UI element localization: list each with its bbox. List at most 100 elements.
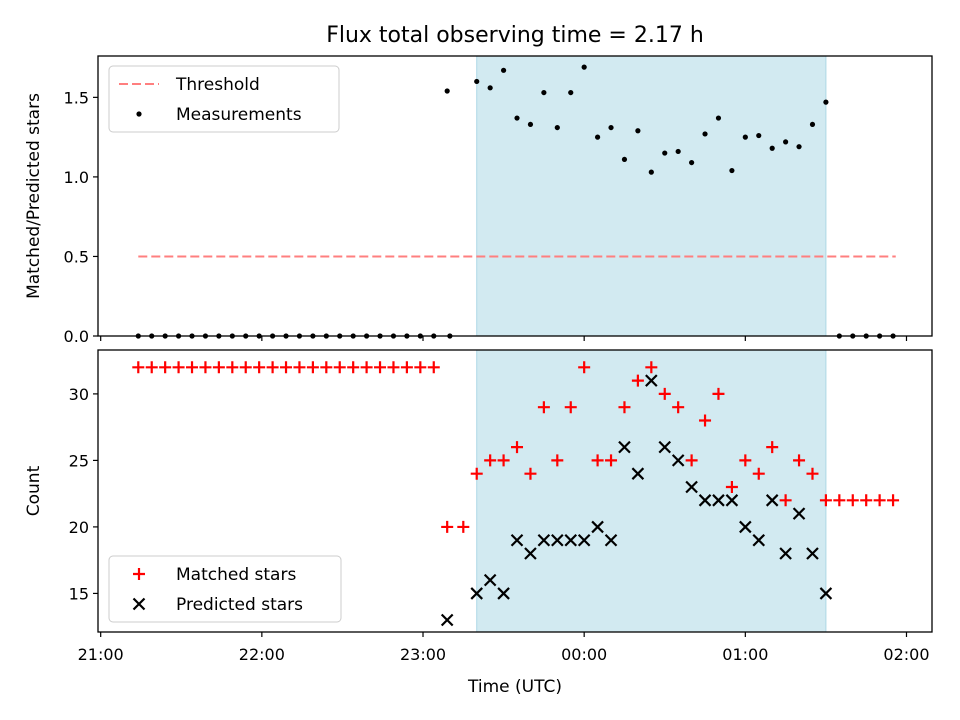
data-point	[742, 134, 748, 140]
data-point	[792, 507, 806, 520]
data-point	[698, 494, 712, 507]
x-tick-label: 01:00	[722, 645, 768, 664]
data-point	[739, 454, 752, 467]
legend-box	[108, 555, 342, 623]
data-point	[819, 494, 832, 507]
data-point	[662, 150, 668, 156]
legend-label: Measurements	[176, 105, 302, 125]
data-point	[715, 115, 722, 121]
data-point	[414, 361, 427, 374]
top-highlight-band	[476, 55, 827, 337]
data-point	[823, 99, 829, 105]
data-point	[360, 361, 373, 374]
legend-marker	[133, 568, 145, 580]
data-point	[712, 494, 725, 507]
bottom-legend: Matched stars Predicted stars	[108, 555, 342, 623]
data-point	[333, 361, 346, 374]
data-point	[483, 573, 497, 587]
figure-title: Flux total observing time = 2.17 h	[326, 23, 704, 48]
data-point	[887, 494, 900, 507]
bottom-panel: 15 20 25 30 21:00 22:00 23:00 00:00 01:00 02:00 C…	[24, 349, 933, 664]
data-point	[783, 139, 789, 145]
data-point	[511, 441, 524, 454]
y-tick-label: 0.5	[64, 247, 89, 266]
top-marks	[135, 64, 896, 339]
data-point	[554, 124, 560, 131]
data-point	[699, 414, 712, 427]
data-point	[712, 387, 725, 400]
data-point	[605, 454, 618, 467]
data-point	[635, 128, 641, 134]
data-point	[510, 533, 524, 547]
bottom-y-axis-label: Count	[24, 465, 44, 516]
data-point	[199, 361, 212, 374]
data-point	[497, 454, 510, 467]
data-point	[658, 440, 672, 454]
data-point	[514, 115, 520, 121]
data-point	[793, 454, 806, 467]
data-point	[608, 124, 614, 131]
data-point	[159, 361, 172, 374]
data-point	[577, 533, 591, 547]
legend-marker	[136, 111, 142, 117]
data-point	[631, 374, 644, 387]
data-point	[484, 454, 497, 467]
data-point	[645, 374, 658, 387]
data-point	[752, 467, 765, 480]
data-point	[769, 145, 775, 151]
data-point	[132, 361, 145, 374]
y-tick-label: 1.0	[64, 168, 89, 187]
data-point	[779, 547, 792, 560]
data-point	[618, 440, 631, 454]
data-point	[671, 454, 685, 467]
data-point	[675, 148, 681, 155]
y-tick-label: 30	[69, 385, 89, 404]
data-point	[581, 64, 587, 70]
data-point	[819, 587, 833, 600]
data-point	[564, 401, 577, 414]
data-point	[702, 131, 708, 137]
top-axes: 0.0 0.5 1.0 1.5	[64, 55, 933, 346]
data-point	[444, 88, 450, 94]
axes-frame	[97, 349, 933, 633]
data-point	[524, 547, 537, 560]
data-point	[470, 467, 483, 480]
data-point	[457, 520, 470, 533]
data-point	[725, 481, 738, 494]
data-point	[766, 441, 779, 454]
data-point	[374, 361, 387, 374]
data-point	[293, 361, 306, 374]
data-point	[440, 613, 454, 627]
data-point	[487, 85, 493, 91]
data-point	[306, 361, 319, 374]
data-point	[500, 67, 507, 73]
data-point	[846, 494, 859, 507]
data-point	[594, 134, 601, 140]
series-plus	[132, 361, 900, 533]
data-point	[806, 547, 819, 560]
legend-label: Matched stars	[176, 565, 296, 585]
series-x	[440, 374, 833, 627]
y-tick-label: 25	[69, 451, 89, 470]
data-point	[470, 587, 484, 600]
data-point	[604, 533, 618, 547]
data-point	[779, 494, 792, 507]
data-point	[551, 533, 564, 547]
data-point	[564, 533, 578, 547]
legend-marker	[132, 597, 146, 611]
data-point	[186, 361, 199, 374]
data-point	[672, 401, 685, 414]
legend-label: Predicted stars	[176, 595, 303, 615]
x-axis-label: Time (UTC)	[467, 677, 562, 697]
data-point	[658, 387, 671, 400]
data-point	[729, 167, 735, 174]
legend-label: Threshold	[175, 75, 260, 95]
data-point	[427, 361, 440, 374]
axes-frame	[97, 55, 933, 337]
data-point	[725, 494, 739, 507]
data-point	[752, 533, 766, 547]
top-legend: Threshold Measurements	[108, 65, 340, 133]
data-point	[527, 121, 534, 128]
data-point	[796, 144, 802, 150]
